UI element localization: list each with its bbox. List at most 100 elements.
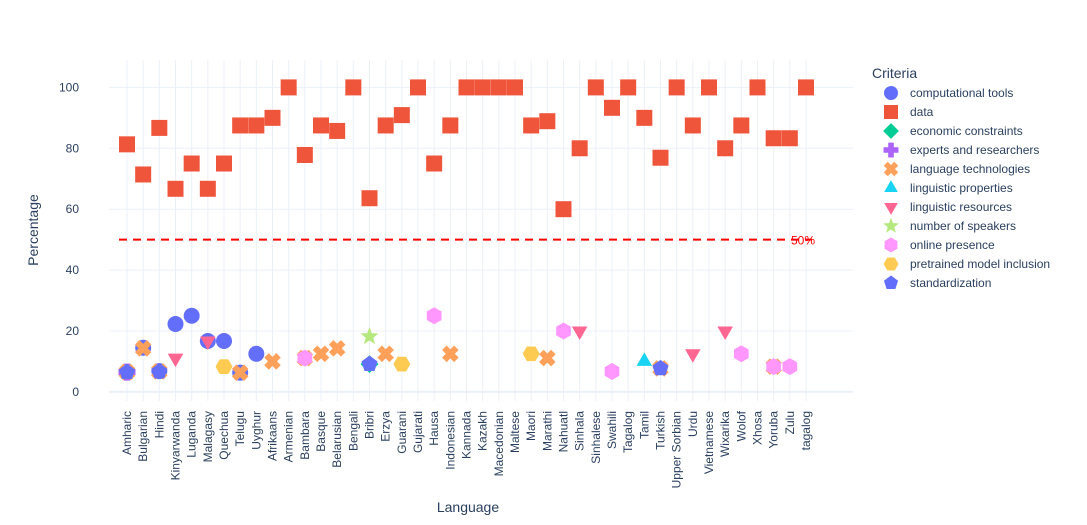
- point-linguistic-resources-malagasy[interactable]: [200, 336, 216, 351]
- point-pretrained-model-inclusion-quechua[interactable]: [215, 359, 233, 374]
- point-data-tagalog[interactable]: [620, 79, 637, 96]
- point-data-wolof[interactable]: [733, 117, 750, 134]
- legend-marker-experts-and-researchers[interactable]: [883, 142, 899, 158]
- point-online-presence-bambara[interactable]: [297, 349, 313, 367]
- legend-item-computational-tools[interactable]: computational tools: [884, 86, 1013, 100]
- legend-item-economic-constraints[interactable]: economic constraints: [883, 123, 1023, 139]
- point-data-erzya[interactable]: [377, 117, 394, 134]
- point-data-hausa[interactable]: [426, 155, 443, 172]
- legend-item-standardization[interactable]: standardization: [883, 275, 991, 290]
- point-standardization-turkish[interactable]: [652, 359, 669, 376]
- point-number-of-speakers-bribri[interactable]: [360, 326, 379, 345]
- point-computational-tools-uyghur[interactable]: [248, 345, 265, 362]
- legend-item-pretrained-model-inclusion[interactable]: pretrained model inclusion: [883, 257, 1051, 271]
- legend-item-data[interactable]: data: [884, 105, 934, 119]
- point-data-maltese[interactable]: [507, 79, 523, 96]
- point-data-quechua[interactable]: [216, 155, 232, 172]
- point-language-technologies-marathi[interactable]: [535, 346, 559, 370]
- legend-marker-linguistic-resources[interactable]: [884, 203, 898, 215]
- point-data-basque[interactable]: [313, 117, 329, 134]
- point-data-xhosa[interactable]: [749, 79, 766, 96]
- point-data-gujarati[interactable]: [410, 79, 426, 96]
- point-language-technologies-indonesian[interactable]: [438, 342, 462, 366]
- point-data-afrikaans[interactable]: [264, 109, 281, 126]
- point-data-luganda[interactable]: [183, 155, 200, 172]
- legend-marker-linguistic-properties[interactable]: [884, 180, 898, 192]
- legend-marker-standardization[interactable]: [883, 275, 899, 290]
- point-data-belarusian[interactable]: [329, 122, 346, 139]
- point-data-maori[interactable]: [523, 117, 540, 134]
- legend-marker-language-technologies[interactable]: [880, 158, 901, 179]
- point-standardization-amharic[interactable]: [118, 363, 136, 379]
- point-data-amharic[interactable]: [119, 136, 135, 153]
- point-data-bambara[interactable]: [296, 146, 313, 163]
- point-pretrained-model-inclusion-guarani[interactable]: [393, 356, 411, 372]
- legend-item-linguistic-properties[interactable]: linguistic properties: [884, 180, 1013, 195]
- point-data-kannada[interactable]: [458, 79, 475, 96]
- point-data-kinyarwanda[interactable]: [167, 180, 184, 197]
- point-data-bribri[interactable]: [361, 190, 378, 207]
- point-data-telugu[interactable]: [232, 117, 249, 134]
- point-data-uyghur[interactable]: [248, 117, 265, 134]
- point-pretrained-model-inclusion-maori[interactable]: [522, 346, 540, 362]
- legend-marker-online-presence[interactable]: [884, 237, 898, 253]
- point-data-nahuatl[interactable]: [555, 201, 572, 218]
- point-language-technologies-belarusian[interactable]: [325, 336, 349, 360]
- point-data-sinhala[interactable]: [571, 140, 588, 157]
- point-language-technologies-telugu[interactable]: [228, 361, 252, 385]
- legend-marker-economic-constraints[interactable]: [883, 123, 899, 139]
- point-standardization-bribri[interactable]: [361, 355, 378, 372]
- point-data-guarani[interactable]: [393, 107, 410, 124]
- point-computational-tools-quechua[interactable]: [216, 333, 232, 350]
- point-linguistic-resources-urdu[interactable]: [685, 349, 701, 363]
- point-data-malagasy[interactable]: [199, 180, 216, 197]
- legend[interactable]: Criteria computational tools data economic…: [872, 65, 1050, 290]
- legend-item-language-technologies[interactable]: language technologies: [880, 158, 1030, 179]
- legend-item-online-presence[interactable]: online presence: [884, 237, 995, 253]
- legend-item-experts-and-researchers[interactable]: experts and researchers: [883, 142, 1040, 158]
- point-online-presence-swahili[interactable]: [604, 362, 620, 380]
- point-data-turkish[interactable]: [652, 149, 669, 166]
- point-data-swahili[interactable]: [604, 99, 620, 116]
- legend-marker-pretrained-model-inclusion[interactable]: [883, 257, 899, 271]
- point-language-technologies-afrikaans[interactable]: [260, 349, 284, 373]
- point-language-technologies-erzya[interactable]: [374, 342, 398, 366]
- legend-item-linguistic-resources[interactable]: linguistic resources: [884, 200, 1012, 215]
- point-linguistic-resources-wixarika[interactable]: [717, 326, 733, 340]
- point-language-technologies-bulgarian[interactable]: [131, 336, 155, 360]
- point-data-tagalog[interactable]: [798, 79, 814, 96]
- legend-marker-data[interactable]: [884, 105, 898, 119]
- point-data-sinhalese[interactable]: [587, 79, 604, 96]
- point-online-presence-hausa[interactable]: [426, 307, 442, 325]
- point-data-marathi[interactable]: [539, 113, 556, 130]
- point-online-presence-yoruba[interactable]: [766, 358, 782, 376]
- point-linguistic-resources-sinhala[interactable]: [571, 326, 588, 340]
- point-language-technologies-basque[interactable]: [309, 342, 333, 366]
- point-linguistic-resources-kinyarwanda[interactable]: [167, 353, 184, 368]
- point-linguistic-properties-tamil[interactable]: [636, 352, 653, 366]
- point-online-presence-zulu[interactable]: [782, 358, 798, 376]
- point-data-hindi[interactable]: [151, 119, 168, 136]
- point-online-presence-wolof[interactable]: [733, 345, 749, 363]
- point-online-presence-nahuatl[interactable]: [556, 322, 571, 340]
- legend-item-number-of-speakers[interactable]: number of speakers: [883, 217, 1016, 233]
- point-data-kazakh[interactable]: [474, 79, 491, 96]
- legend-marker-computational-tools[interactable]: [884, 86, 898, 100]
- point-data-tamil[interactable]: [636, 109, 653, 126]
- point-data-upper-sorbian[interactable]: [668, 79, 685, 96]
- point-computational-tools-kinyarwanda[interactable]: [167, 315, 184, 332]
- point-data-vietnamese[interactable]: [701, 79, 717, 96]
- point-computational-tools-luganda[interactable]: [183, 307, 200, 324]
- point-data-armenian[interactable]: [280, 79, 297, 96]
- point-data-bengali[interactable]: [345, 79, 362, 96]
- point-data-macedonian[interactable]: [490, 79, 507, 96]
- point-standardization-hindi[interactable]: [151, 362, 168, 379]
- point-data-yoruba[interactable]: [765, 130, 782, 147]
- x-tick-label: Kinyarwanda: [169, 411, 183, 481]
- point-data-bulgarian[interactable]: [135, 166, 152, 183]
- point-data-wixarika[interactable]: [717, 140, 734, 157]
- point-data-urdu[interactable]: [684, 117, 701, 134]
- legend-marker-number-of-speakers[interactable]: [883, 217, 899, 233]
- point-data-indonesian[interactable]: [442, 117, 459, 134]
- point-data-zulu[interactable]: [781, 130, 798, 147]
